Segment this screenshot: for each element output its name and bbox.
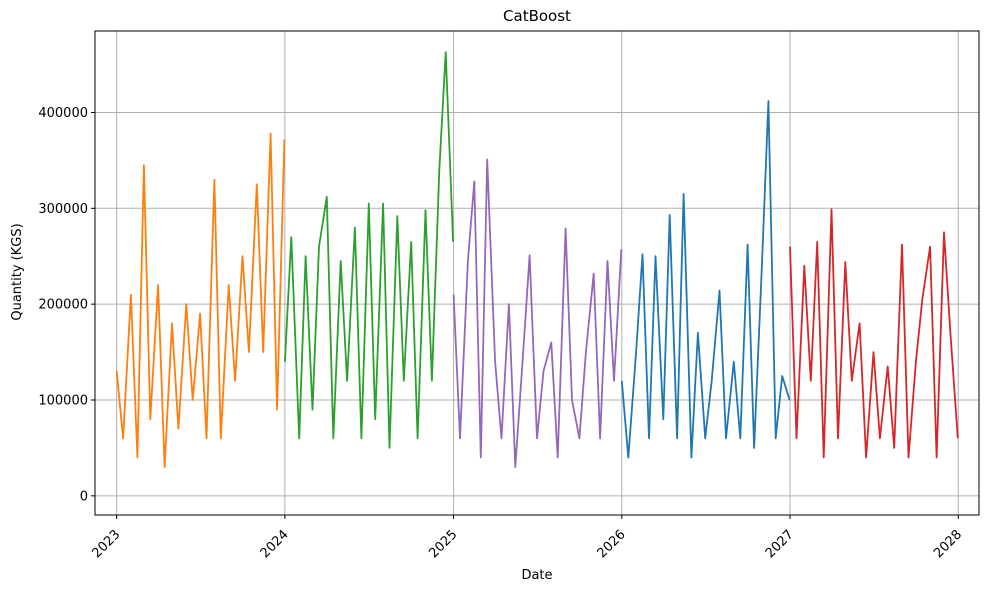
y-axis-label: Quantity (KGS) — [10, 223, 25, 320]
y-tick-label: 400000 — [38, 106, 88, 121]
series-line-4 — [620, 100, 791, 459]
y-tick-label: 300000 — [38, 202, 88, 217]
series-line-2 — [284, 51, 454, 449]
y-tick-label: 0 — [80, 489, 88, 504]
series-line-3 — [452, 158, 623, 469]
chart-title: CatBoost — [503, 7, 571, 25]
series-line-1 — [115, 132, 286, 469]
plot-frame — [94, 30, 980, 516]
y-tick-label: 100000 — [38, 393, 88, 408]
y-tick-label: 200000 — [38, 298, 88, 313]
series-line-5 — [789, 208, 959, 459]
series-layer — [115, 51, 959, 469]
x-axis-label: Date — [521, 568, 552, 583]
